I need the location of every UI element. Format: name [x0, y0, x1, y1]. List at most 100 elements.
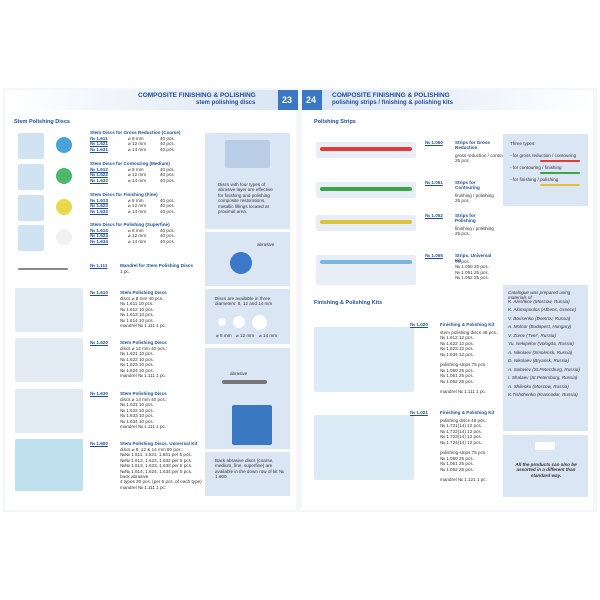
product-qty: 40 pcs.	[160, 228, 175, 233]
product-line: 4 types 20 pcs. (per 5 pcs. of each type…	[120, 479, 202, 485]
product-line: № 1.052 25 pcs.	[455, 275, 489, 281]
product-code: № 1.051	[425, 180, 443, 185]
product-qty: 40 pcs.	[160, 167, 175, 172]
kit-photo	[15, 288, 83, 332]
kit-photo	[314, 327, 414, 392]
page-number: 23	[282, 95, 293, 105]
product-line: № 1.634 12 pcs.	[440, 351, 474, 357]
credit-line: V. Borisenko (Dnetrov, Russia)	[508, 315, 571, 321]
product-line: polishing strips 75 pcs.:	[440, 450, 488, 456]
kit-photo	[15, 338, 83, 382]
product-code: № 1.621	[90, 141, 108, 147]
product-line: № 1.613 10 pcs.	[120, 312, 154, 318]
product-size: ⌀ 14 mm	[128, 238, 147, 244]
product-line: № 1.622 12 pcs.	[440, 340, 474, 346]
strip-icon	[540, 172, 580, 174]
disc-size	[233, 316, 245, 328]
product-line: № 1.634 10 pcs.	[120, 418, 154, 424]
strip-icon	[540, 184, 580, 186]
product-line: №№ 1.611, 1.621, 1.631 per 5 pcs.	[120, 452, 192, 458]
product-qty: 40 pcs.	[160, 238, 175, 244]
product-line: № 1.623 10 pcs.	[120, 362, 154, 368]
disc-photo	[56, 168, 72, 184]
size-label: ⌀ 8 mm	[216, 333, 232, 338]
product-line: mandrel № 1.111 1 pc.	[120, 323, 167, 328]
product-code: № 1.020	[410, 322, 428, 327]
disc-size	[218, 318, 226, 326]
product-qty: 40 pcs.	[160, 233, 175, 239]
product-code: № 1.624	[90, 233, 108, 239]
product-line: № 1.624 10 pcs.	[120, 367, 154, 373]
credit-line: K. Aleshkov (Moscow, Russia)	[508, 298, 570, 304]
product-line: polishing strips 75 pcs.:	[440, 362, 488, 368]
product-line: № 1.722(14) 12 pcs.	[440, 428, 482, 434]
product-qty: 40 pcs.	[160, 146, 175, 152]
product-line: discs ⌀ 12 mm 40 pcs.:	[120, 346, 168, 351]
product-code: № 1.111	[90, 263, 108, 268]
note-box	[205, 452, 290, 496]
section-title: Finishing & Polishing Kits	[314, 300, 383, 306]
disc-photo	[56, 137, 72, 153]
product-line: № 1.623 12 pcs.	[440, 346, 474, 352]
header-title: COMPOSITE FINISHING & POLISHING	[332, 92, 450, 99]
product-title: Strips for Contouring	[455, 180, 480, 191]
product-line: №№ 1.613, 1.623, 1.633 per 5 pcs.	[120, 463, 193, 469]
mandrel-illustration	[222, 380, 267, 384]
product-line: 1 pc.	[120, 269, 130, 274]
product-photo	[18, 164, 44, 190]
product-line: polishing discs 48 pcs.:	[440, 418, 488, 423]
product-line: 25 pcs.	[455, 231, 470, 237]
mandrel-photo	[18, 268, 68, 270]
size-label: ⌀ 14 mm	[259, 333, 278, 338]
strip	[320, 220, 412, 224]
note-text: Back abrasive discs (coarse, medium, fin…	[215, 458, 284, 480]
product-title: Strips for Polishing	[455, 213, 476, 224]
disc-illustration	[225, 140, 270, 168]
note-text: - for contouring / finishing	[510, 165, 562, 170]
product-line: mandrel № 1.111 1 pc.	[440, 389, 487, 395]
product-line: № 1.723(14) 12 pcs.	[440, 434, 482, 440]
product-title: Mandrel for Stem Polishing Discs	[120, 263, 194, 268]
product-title: Strips for Gross Reduction	[455, 140, 490, 151]
product-code: № 1.613	[90, 198, 108, 203]
page-badge	[302, 90, 322, 110]
mandrel-illustration	[232, 405, 272, 445]
note-text: Three types:	[510, 141, 536, 146]
product-title: Stem Discs for Finishing (Fine)	[90, 192, 158, 197]
product-size: ⌀ 14 mm	[128, 177, 147, 183]
product-line: №№ 1.612, 1.622, 1.632 per 5 pcs.	[120, 457, 193, 463]
product-photo	[18, 195, 44, 221]
product-title: Stem Polishing Discs	[120, 290, 167, 295]
disc-size	[252, 314, 267, 330]
product-qty: 40 pcs.	[160, 208, 175, 214]
product-title: Stem Discs for Gross Reduction (Coarse)	[90, 130, 181, 135]
product-code: № 1.620	[90, 340, 108, 345]
product-code: № 1.614	[90, 228, 108, 233]
kit-photo	[314, 415, 414, 480]
strip	[320, 260, 412, 264]
product-line: discs ⌀ 8, 12 & 14 mm 80 pcs.:	[120, 447, 184, 452]
product-line: gross reduction / contouring	[455, 153, 512, 158]
product-code: № 1.600	[90, 441, 108, 446]
product-line: discs ⌀ 8 mm 40 pcs.:	[120, 296, 165, 301]
logo	[535, 442, 555, 450]
product-line: mandrel № 1.111 1 pc.	[120, 373, 167, 378]
credit-line: K.Tishchenko (Krasnodar, Russia)	[508, 392, 578, 397]
product-photo	[18, 133, 44, 159]
product-code: № 1.630	[90, 391, 108, 396]
product-line: № 1.051 25 pcs.	[440, 373, 474, 379]
disc-illustration	[230, 252, 252, 274]
product-code: № 1.631	[90, 146, 108, 152]
credit-line: Catalogue was prepared using materials o…	[508, 290, 571, 301]
product-line: 75 pcs.	[455, 259, 470, 264]
product-title: Strips. Universal Kit	[455, 253, 492, 264]
product-line: mandrel № 1.121 1 pc.	[440, 477, 487, 483]
product-line: № 1.051 25 pcs.	[455, 269, 489, 275]
product-line: № 1.051 25 pcs.	[440, 461, 474, 467]
product-size: ⌀ 8 mm	[128, 136, 144, 141]
product-qty: 40 pcs.	[160, 177, 175, 183]
product-line: № 1.612 12 pcs.	[440, 335, 474, 341]
section-title: Stem Polishing Discs	[14, 119, 70, 125]
product-line: № 1.050 25 pcs.	[440, 455, 474, 461]
